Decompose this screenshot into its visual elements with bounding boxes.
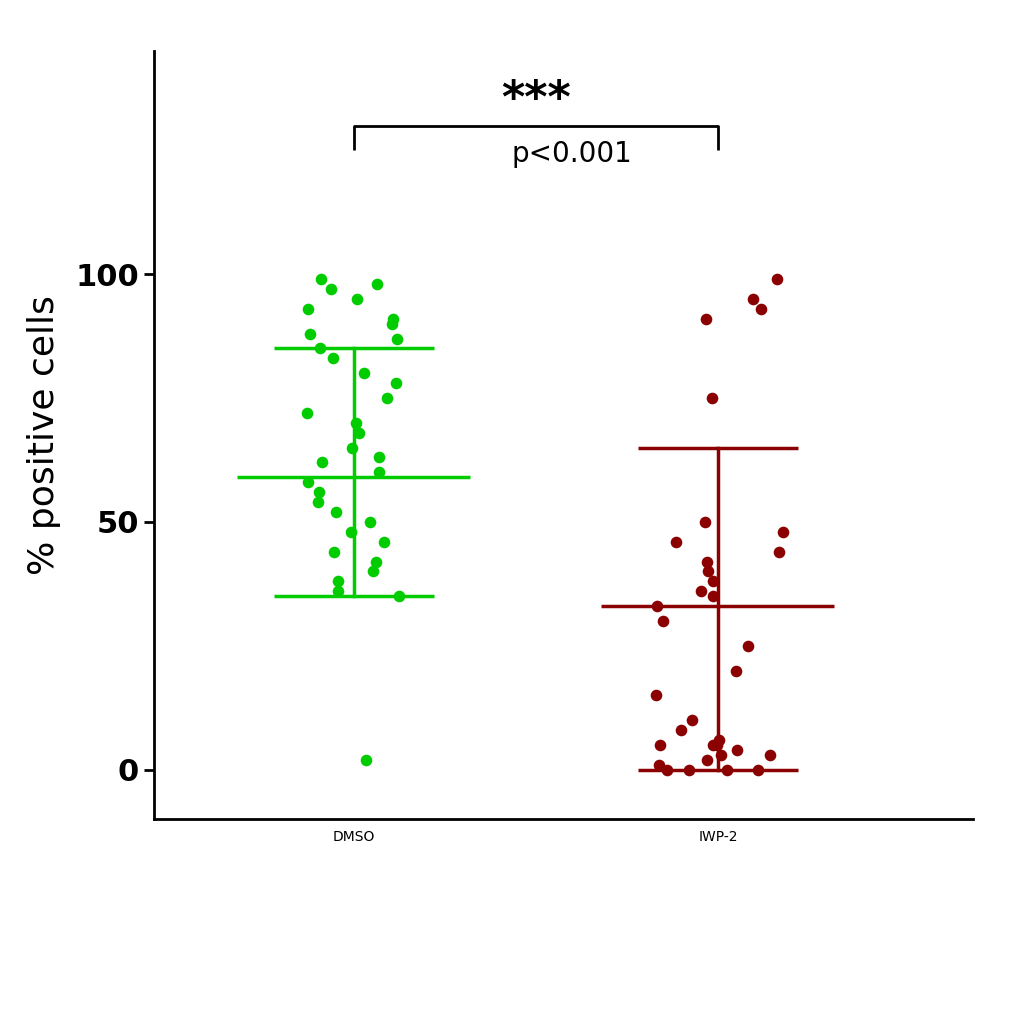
Point xyxy=(324,281,340,297)
Point xyxy=(705,573,721,590)
Point xyxy=(705,736,721,753)
Point xyxy=(706,588,722,604)
Point xyxy=(649,598,666,614)
Point xyxy=(711,732,727,749)
Point xyxy=(740,638,757,654)
Point xyxy=(728,663,744,679)
Point xyxy=(703,390,720,407)
Point xyxy=(655,612,672,629)
Point xyxy=(728,741,744,758)
Point xyxy=(753,301,769,317)
Point xyxy=(349,291,366,307)
Point xyxy=(697,310,714,327)
Point xyxy=(681,762,697,778)
Point xyxy=(750,762,766,778)
Point xyxy=(719,762,735,778)
Point xyxy=(769,271,785,288)
Point xyxy=(300,474,316,490)
Point xyxy=(684,712,700,728)
Point xyxy=(668,534,684,550)
Point xyxy=(311,340,328,356)
Point xyxy=(313,455,330,471)
Point xyxy=(328,504,344,520)
Point xyxy=(384,315,400,332)
Point xyxy=(355,366,372,382)
Point xyxy=(713,746,729,763)
Point xyxy=(699,553,716,569)
Point xyxy=(343,523,359,540)
Y-axis label: % positive cells: % positive cells xyxy=(28,295,61,575)
Point xyxy=(361,514,378,530)
Point xyxy=(698,752,715,768)
Point xyxy=(389,331,406,347)
Point xyxy=(371,450,387,466)
Point xyxy=(299,404,315,421)
Point xyxy=(350,425,367,441)
Point xyxy=(673,722,689,738)
Point xyxy=(313,271,330,288)
Point xyxy=(357,752,374,768)
Point xyxy=(651,736,668,753)
Point xyxy=(699,563,716,580)
Point xyxy=(300,301,316,317)
Text: ***: *** xyxy=(501,78,570,121)
Point xyxy=(376,534,392,550)
Point xyxy=(348,415,365,431)
Point xyxy=(709,736,725,753)
Text: p<0.001: p<0.001 xyxy=(512,140,633,168)
Point xyxy=(368,553,384,569)
Point xyxy=(650,757,667,773)
Point xyxy=(388,375,404,391)
Point xyxy=(301,326,317,342)
Point xyxy=(385,310,401,327)
Point xyxy=(326,544,342,560)
Point xyxy=(371,464,387,480)
Point xyxy=(369,275,385,292)
Point xyxy=(379,390,395,407)
Point xyxy=(309,494,326,510)
Point xyxy=(330,573,346,590)
Point xyxy=(693,583,710,599)
Point xyxy=(659,762,676,778)
Point xyxy=(391,588,408,604)
Point xyxy=(330,583,346,599)
Point xyxy=(648,687,665,703)
Point xyxy=(744,291,761,307)
Point xyxy=(311,484,328,501)
Point xyxy=(326,350,342,367)
Point xyxy=(344,439,360,456)
Point xyxy=(770,544,786,560)
Point xyxy=(762,746,778,763)
Point xyxy=(696,514,713,530)
Point xyxy=(774,523,791,540)
Point xyxy=(365,563,381,580)
